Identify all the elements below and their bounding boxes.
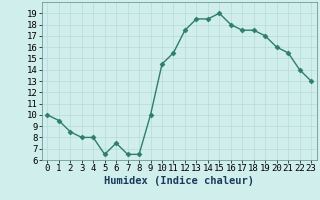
X-axis label: Humidex (Indice chaleur): Humidex (Indice chaleur) bbox=[104, 176, 254, 186]
